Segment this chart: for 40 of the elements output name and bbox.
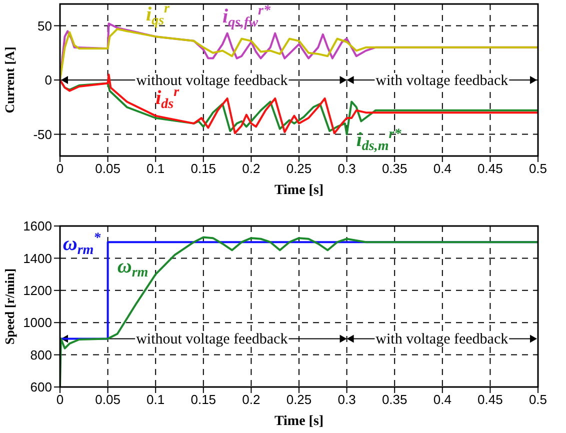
x-tick-label: 0.15 (190, 161, 216, 176)
y-tick-label: 1600 (23, 218, 52, 234)
y-tick-label: 1000 (23, 315, 52, 330)
series-label: ω$_{rm}$ (117, 256, 148, 281)
x-tick-label: 0.35 (382, 392, 408, 408)
x-tick-label: 0.25 (286, 161, 312, 176)
y-tick-label: 1200 (23, 283, 52, 298)
annotation: with voltage feedback (376, 332, 509, 348)
x-tick-label: 0.25 (286, 392, 312, 408)
x-tick-label: 0.3 (338, 392, 356, 408)
x-tick-label: 0 (56, 161, 64, 176)
x-tick-label: 0.2 (242, 392, 260, 408)
x-tick-label: 0.1 (146, 161, 165, 176)
x-tick-label: 0 (56, 392, 64, 408)
annotation: without voltage feedback (136, 332, 288, 348)
y-tick-label: 1400 (23, 250, 52, 266)
y-tick-label: 50 (38, 18, 52, 34)
x-tick-label: 0.3 (338, 161, 356, 176)
annotation: with voltage feedback (376, 73, 509, 89)
y-axis-title: Current [A] (2, 46, 17, 114)
y-axis-title: Speed [r/min] (2, 268, 17, 345)
x-tick-label: 0.4 (433, 392, 452, 408)
x-axis-title: Time [s] (274, 183, 324, 198)
x-tick-label: 0.45 (478, 161, 503, 176)
y-tick-label: 800 (30, 347, 52, 362)
x-tick-label: 0.4 (433, 161, 452, 176)
y-tick-label: 0 (44, 72, 52, 88)
annotation: without voltage feedback (136, 73, 288, 89)
x-tick-label: 0.5 (528, 392, 548, 408)
x-tick-label: 0.2 (242, 161, 260, 176)
x-tick-label: 0.35 (382, 161, 408, 176)
x-tick-label: 0.1 (146, 392, 165, 408)
y-tick-label: 600 (30, 380, 52, 395)
x-tick-label: 0.05 (95, 161, 120, 176)
x-tick-label: 0.15 (190, 392, 216, 408)
x-tick-label: 0.5 (528, 161, 548, 176)
x-tick-label: 0.05 (95, 392, 120, 408)
x-tick-label: 0.45 (478, 392, 503, 408)
x-axis-title: Time [s] (274, 414, 324, 429)
y-tick-label: -50 (33, 126, 52, 142)
